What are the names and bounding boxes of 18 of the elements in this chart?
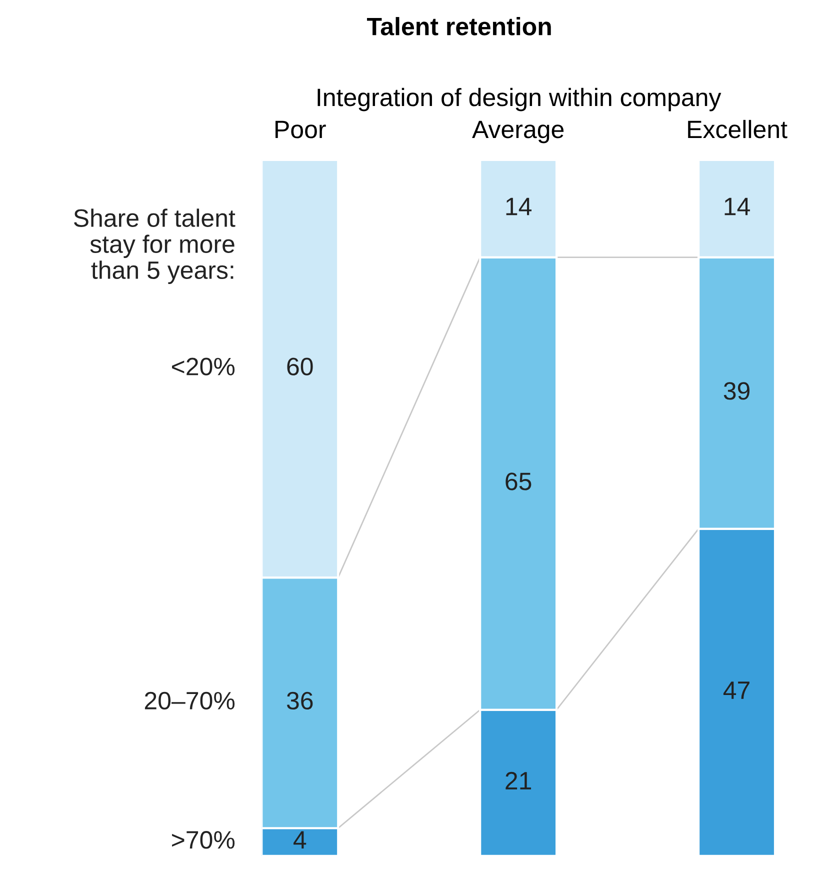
x-tick-label: Excellent xyxy=(688,120,788,138)
data-label: 36 xyxy=(286,692,313,710)
data-label: 65 xyxy=(506,472,532,490)
chart-title: Talent retention xyxy=(366,17,551,36)
x-tick-label: Average xyxy=(472,120,564,144)
data-label: 4 xyxy=(294,831,306,849)
data-label: 21 xyxy=(506,772,532,790)
x-tick-label: Poor xyxy=(276,120,326,138)
x-axis-title: Integration of design within company xyxy=(318,88,722,112)
data-label: 39 xyxy=(724,382,750,400)
data-label: 14 xyxy=(724,198,750,216)
data-label: 60 xyxy=(287,358,313,376)
series-label: >70% xyxy=(172,831,235,849)
legend-title: Share of talent stay for more than 5 years: xyxy=(74,208,236,284)
data-label: 47 xyxy=(723,682,750,699)
series-label: <20% xyxy=(172,358,235,376)
data-label: 14 xyxy=(506,198,532,216)
series-label: 20–70% xyxy=(144,692,235,710)
